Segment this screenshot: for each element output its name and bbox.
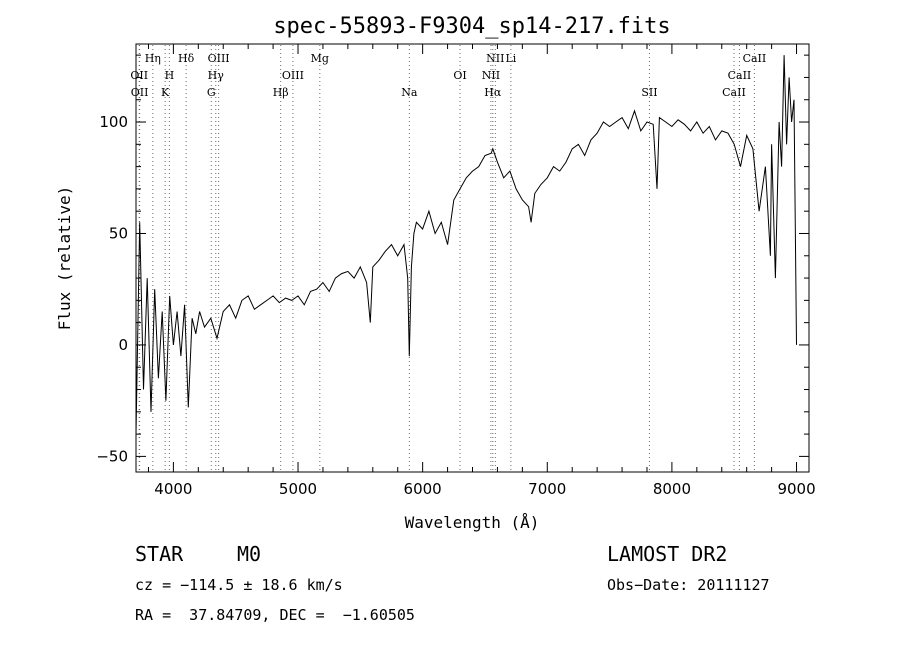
x-tick-label: 8000 — [653, 480, 691, 498]
chart-title: spec-55893-F9304_sp14-217.fits — [273, 14, 670, 39]
plot-frame — [135, 43, 810, 473]
spectrum-line — [135, 55, 797, 435]
y-tick-label: 50 — [109, 224, 128, 242]
marker-label: CaII — [728, 69, 752, 82]
marker-label: OI — [453, 69, 466, 82]
y-tick-label: 0 — [118, 336, 128, 354]
spectrum-series — [135, 55, 797, 435]
marker-label: CaII — [743, 52, 767, 65]
redshift-cz: cz = −114.5 ± 18.6 km/s — [135, 576, 343, 594]
x-tick-label: 7000 — [528, 480, 566, 498]
marker-label: Li — [505, 52, 516, 65]
x-tick-label: 5000 — [279, 480, 317, 498]
marker-label: OIII — [208, 52, 230, 65]
x-tick-label: 9000 — [777, 480, 815, 498]
marker-label: Na — [401, 86, 418, 99]
observation-date: Obs−Date: 20111127 — [607, 576, 770, 594]
marker-label: Hα — [484, 86, 502, 99]
marker-label: OIII — [282, 69, 304, 82]
marker-label: H — [165, 69, 175, 82]
marker-label: Hη — [145, 52, 161, 65]
survey-name: LAMOST DR2 — [607, 542, 728, 566]
x-tick-label: 6000 — [404, 480, 442, 498]
y-axis-label: Flux (relative) — [55, 186, 74, 331]
marker-label: Hδ — [178, 52, 195, 65]
marker-label: NII — [482, 69, 500, 82]
object-class: STAR — [135, 542, 184, 566]
y-tick-label: −50 — [96, 447, 128, 465]
coordinates: RA = 37.84709, DEC = −1.60505 — [135, 606, 415, 624]
object-subclass: M0 — [237, 542, 262, 566]
marker-label: NII — [486, 52, 504, 65]
marker-label: OII — [130, 69, 148, 82]
marker-label: CaII — [722, 86, 746, 99]
marker-label: OII — [131, 86, 149, 99]
axes: 4000 5000 6000 7000 8000 9000 −50 0 50 100 — [96, 44, 816, 498]
marker-label: SII — [641, 86, 657, 99]
marker-label: G — [207, 86, 216, 99]
y-tick-label: 100 — [99, 113, 128, 131]
marker-label: Hγ — [208, 69, 225, 82]
marker-label: Mg — [311, 52, 329, 65]
x-tick-label: 4000 — [154, 480, 192, 498]
marker-label: Hβ — [273, 86, 289, 99]
x-axis-label: Wavelength (Å) — [405, 513, 540, 532]
marker-label: K — [161, 86, 170, 99]
